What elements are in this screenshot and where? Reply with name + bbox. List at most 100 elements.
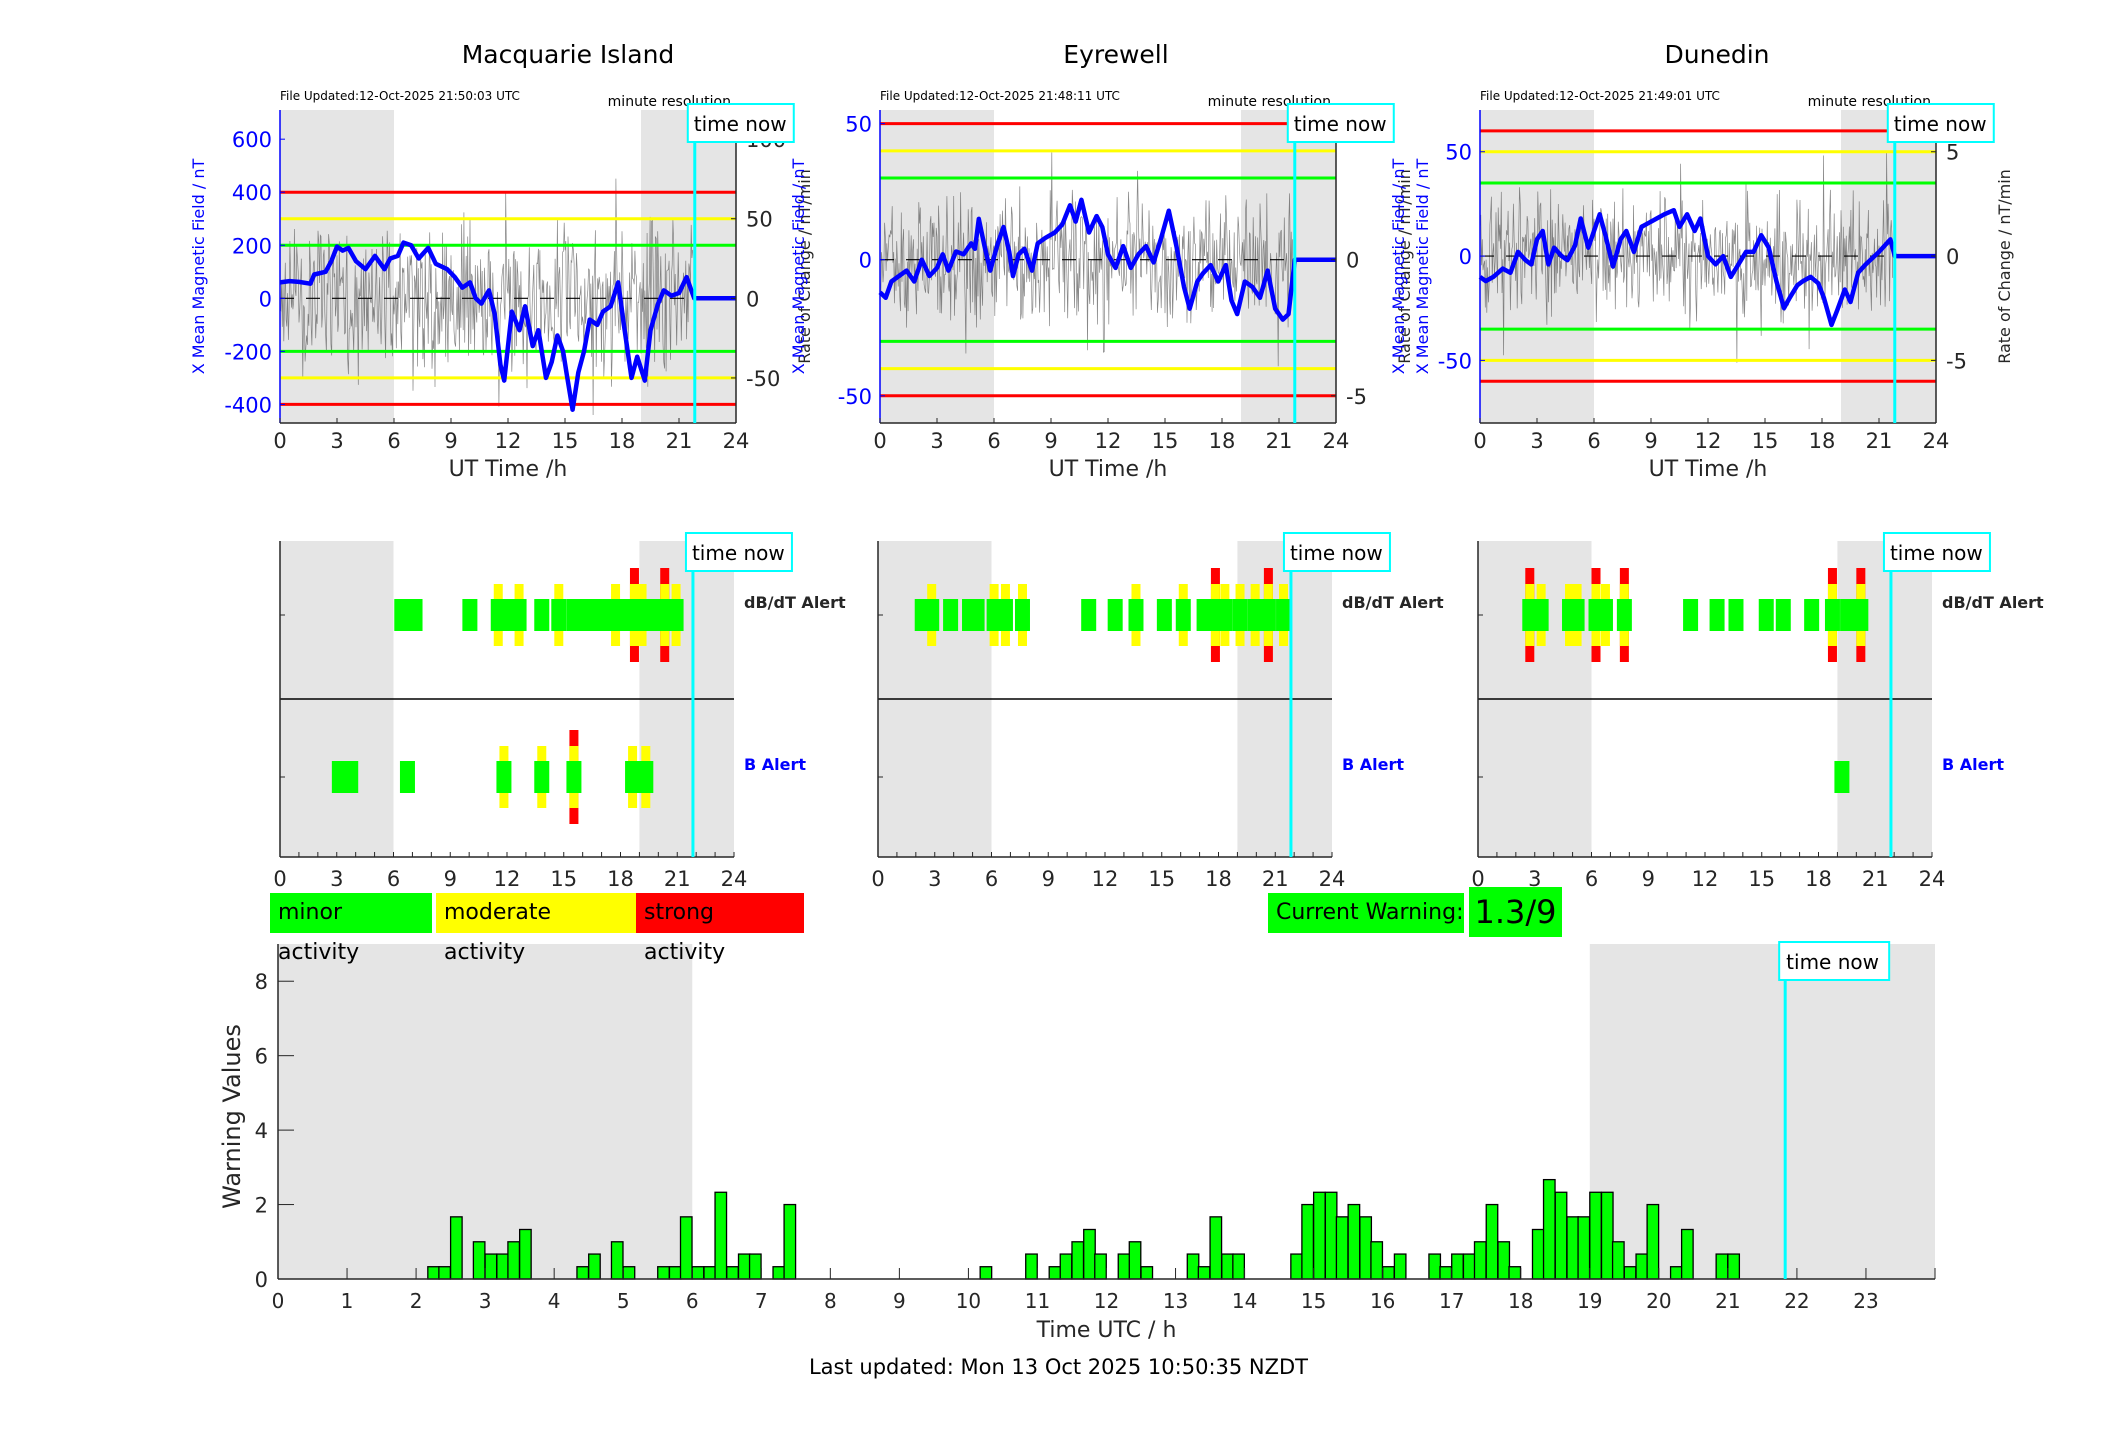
x-tick-label: 18 — [1508, 1289, 1533, 1313]
alert-panel-alerts_eyrewell: 0 3 6 9 12 15 18 21 24 dB/dT Alert B Alert time now — [871, 532, 1444, 891]
y-tick-label: 2 — [255, 1194, 268, 1218]
alert-minor-mark — [1276, 599, 1292, 631]
alert-minor-mark — [1156, 599, 1172, 631]
alert-x-tick-label: 6 — [387, 867, 400, 891]
alert-minor-mark — [969, 599, 985, 631]
x-tick-label: 15 — [1152, 429, 1179, 453]
warning-bar — [1623, 1266, 1637, 1280]
alert-x-tick-label: 3 — [1528, 867, 1541, 891]
alert-minor-mark — [1824, 599, 1840, 631]
x-tick-label: 15 — [552, 429, 579, 453]
alert-x-tick-label: 21 — [664, 867, 691, 891]
warning-bar — [1611, 1241, 1625, 1280]
warning-bar — [1554, 1191, 1568, 1280]
warning-bar — [1140, 1266, 1154, 1280]
x-tick-label: 3 — [930, 429, 943, 453]
alert-x-tick-label: 15 — [1748, 867, 1775, 891]
x-tick-label: 12 — [1094, 1289, 1119, 1313]
panel-title: Eyrewell — [1063, 40, 1168, 69]
x-tick-label: 16 — [1370, 1289, 1395, 1313]
y-tick-label-right: -50 — [746, 367, 780, 391]
night-shading — [1841, 110, 1936, 423]
file-updated-text: File Updated:12-Oct-2025 21:49:01 UTC — [1480, 89, 1720, 103]
x-tick-label: 24 — [723, 429, 750, 453]
alert-minor-mark — [343, 761, 359, 793]
warning-bar — [496, 1253, 510, 1280]
alert-minor-mark — [924, 599, 940, 631]
x-tick-label: 9 — [1644, 429, 1657, 453]
y-tick-label-right: 50 — [746, 208, 773, 232]
x-tick-label: 6 — [1587, 429, 1600, 453]
x-tick-label: 12 — [1695, 429, 1722, 453]
warning-bar — [1462, 1253, 1476, 1280]
alert-minor-mark — [1709, 599, 1725, 631]
y-tick-label-right: 0 — [746, 287, 759, 311]
panel-title: Macquarie Island — [462, 40, 675, 69]
warning-bar — [1117, 1253, 1131, 1280]
warning-bar — [1071, 1241, 1085, 1280]
time-now-box — [684, 532, 793, 572]
y-tick-label-left: -50 — [838, 385, 872, 409]
x-tick-label: 10 — [956, 1289, 981, 1313]
alert-minor-mark — [551, 599, 567, 631]
alert-minor-mark — [943, 599, 959, 631]
time-now-label: time now — [1290, 541, 1383, 565]
b-alert-label: B Alert — [1942, 755, 2004, 774]
x-tick-label: 9 — [893, 1289, 906, 1313]
alert-x-tick-label: 12 — [1692, 867, 1719, 891]
alert-minor-mark — [462, 599, 478, 631]
warning-bar — [783, 1203, 797, 1280]
y-tick-label: 4 — [255, 1119, 268, 1143]
alert-minor-mark — [1107, 599, 1123, 631]
warning-bar — [772, 1266, 786, 1280]
x-tick-label: 7 — [755, 1289, 768, 1313]
night-shading — [1589, 944, 1935, 1279]
x-tick-label: 18 — [1209, 429, 1236, 453]
alert-minor-mark — [496, 761, 512, 793]
y-tick-label-left: -400 — [224, 393, 272, 417]
warning-bar — [507, 1241, 521, 1280]
warning-bar — [1025, 1253, 1038, 1280]
x-tick-label: 20 — [1646, 1289, 1671, 1313]
field-line — [279, 240, 736, 412]
alert-x-tick-label: 24 — [721, 867, 748, 891]
warning-bar — [737, 1253, 751, 1280]
alert-minor-mark — [1569, 599, 1585, 631]
alert-minor-mark — [625, 761, 641, 793]
time-now-box — [1882, 532, 1991, 572]
alert-minor-mark — [1522, 599, 1538, 631]
x-tick-label: 2 — [410, 1289, 423, 1313]
alert-minor-mark — [997, 599, 1013, 631]
alert-minor-mark — [1014, 599, 1030, 631]
alert-x-tick-label: 15 — [1148, 867, 1175, 891]
alert-x-tick-label: 9 — [1042, 867, 1055, 891]
x-tick-label: 1 — [341, 1289, 354, 1313]
x-axis-label: UT Time /h — [449, 457, 568, 482]
warning-bar — [1232, 1253, 1246, 1280]
alert-x-tick-label: 6 — [985, 867, 998, 891]
alert-x-tick-label: 18 — [607, 867, 634, 891]
y-axis-label: Warning Values — [218, 1024, 246, 1209]
time-now-label: time now — [692, 541, 785, 565]
y-tick-label-left: 50 — [845, 113, 872, 137]
warning-bar — [1566, 1216, 1580, 1280]
alert-minor-mark — [1616, 599, 1632, 631]
y-tick-label-left: 0 — [1459, 245, 1472, 269]
rate-of-change-line — [1479, 152, 1894, 363]
x-tick-label: 3 — [1530, 429, 1543, 453]
warning-bar — [518, 1228, 532, 1280]
y-tick-label-left: -50 — [1438, 349, 1472, 373]
current-warning-label: Current Warning: — [1268, 893, 1464, 933]
alert-x-tick-label: 3 — [928, 867, 941, 891]
alert-minor-mark — [1217, 599, 1233, 631]
y-tick-label-right: -5 — [1946, 349, 1967, 373]
warning-bar — [1359, 1216, 1373, 1280]
field-line — [878, 197, 1336, 322]
alert-x-tick-label: 15 — [550, 867, 577, 891]
alert-x-tick-label: 24 — [1919, 867, 1946, 891]
alert-minor-mark — [1081, 599, 1097, 631]
warning-bar — [1635, 1253, 1649, 1280]
alert-minor-mark — [1597, 599, 1613, 631]
warning-bar — [1727, 1253, 1741, 1280]
y-tick-label-left: 200 — [232, 234, 272, 258]
